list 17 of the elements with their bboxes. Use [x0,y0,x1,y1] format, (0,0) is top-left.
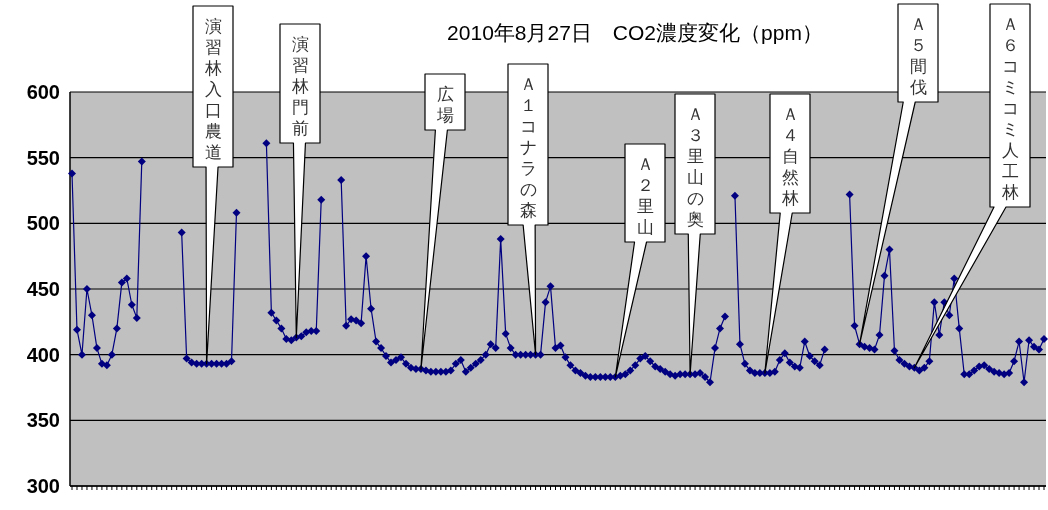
annotation: Ａ２里山 [636,154,654,237]
annotation: Ａ５間伐 [909,14,927,97]
annotation: Ａ３里山の奥 [686,104,704,229]
annotation: 演習林門前 [290,34,309,138]
y-tick-label: 600 [26,81,60,103]
y-tick-label: 550 [26,146,60,169]
y-tick-label: 450 [26,278,60,300]
y-tick-label: 500 [26,212,60,235]
annotation: Ａ１コナラの森 [519,74,537,220]
annotation: 演習林入口農道 [203,16,222,162]
annotation: 広場 [435,84,454,125]
text: Ａ６コミコミ人工林 [1001,14,1019,202]
y-tick-label: 300 [26,475,60,497]
chart-title: 2010年8月27日 CO2濃度変化（ppm） [447,21,823,44]
y-tick-label: 350 [26,409,60,432]
annotation: Ａ４自然林 [780,104,799,208]
y-tick-label: 400 [26,343,60,366]
